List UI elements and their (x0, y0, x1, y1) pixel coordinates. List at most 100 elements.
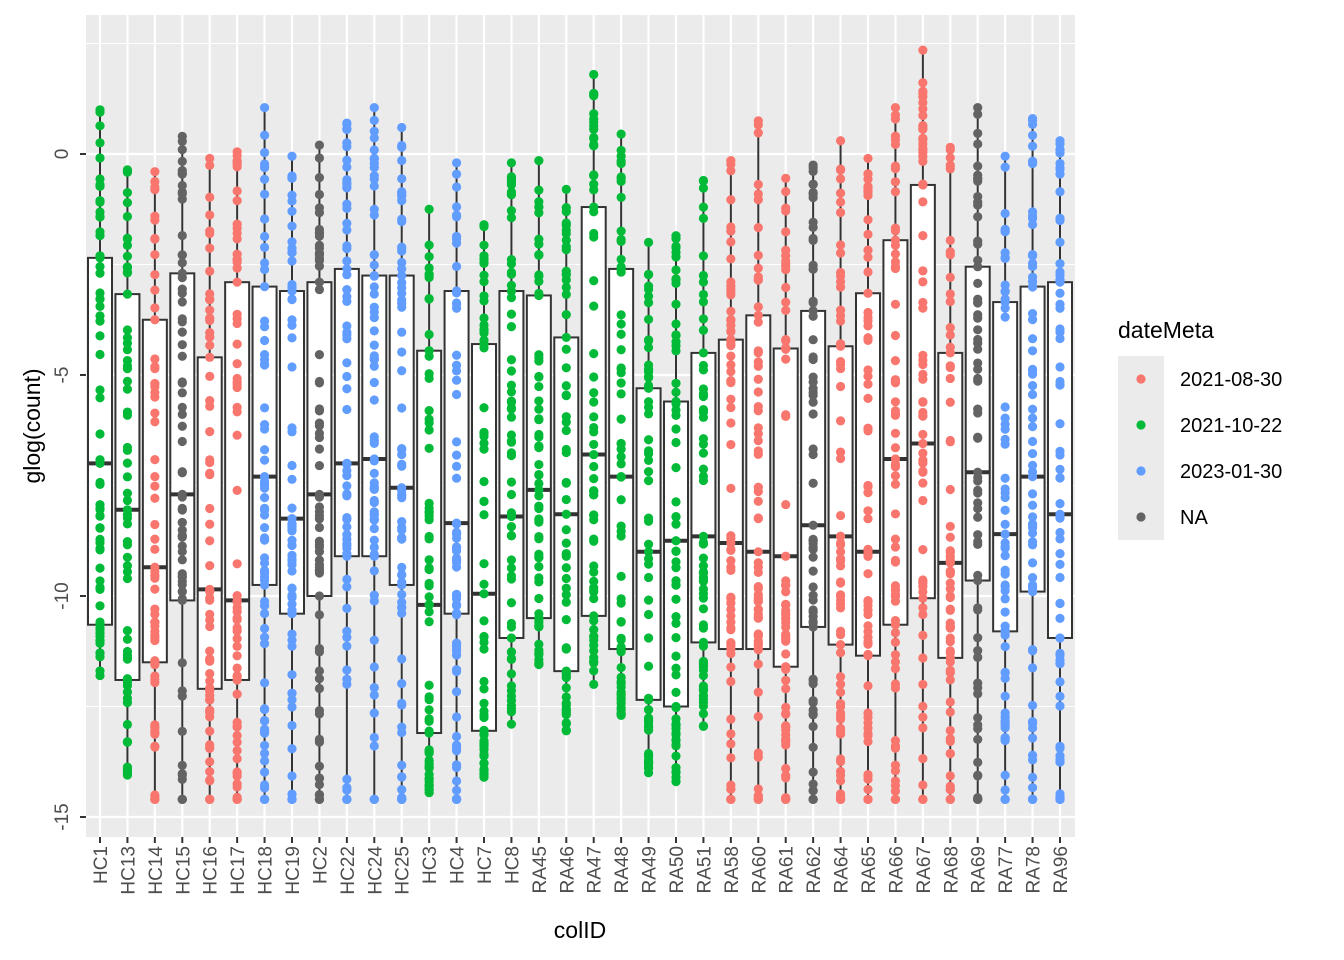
data-point (1027, 794, 1038, 804)
data-point (479, 270, 489, 280)
data-point (369, 708, 379, 718)
data-point (781, 297, 791, 307)
data-point (863, 245, 873, 255)
data-point (589, 534, 599, 544)
data-point (1027, 500, 1038, 510)
data-point (506, 574, 517, 584)
data-point (1027, 460, 1038, 471)
data-point (561, 551, 571, 561)
data-point (287, 583, 297, 593)
data-point (177, 327, 187, 337)
data-point (643, 547, 654, 557)
data-point (1027, 277, 1038, 287)
data-point (589, 576, 599, 586)
data-point (561, 310, 571, 320)
x-tick-label-RA46: RA46 (557, 846, 578, 894)
data-point (369, 115, 379, 125)
data-point (835, 540, 846, 550)
data-point (671, 299, 681, 309)
data-point (95, 625, 105, 635)
x-tick-label-RA49: RA49 (640, 846, 661, 894)
data-point (973, 652, 983, 662)
data-point (177, 658, 187, 668)
x-tick-label-RA65: RA65 (859, 846, 880, 894)
data-point (671, 767, 681, 777)
data-point (945, 373, 955, 384)
data-point (95, 231, 105, 241)
data-point (918, 448, 928, 458)
data-point (890, 585, 901, 596)
data-point (671, 670, 681, 680)
data-point (424, 329, 434, 340)
data-point (835, 729, 846, 739)
data-point (287, 794, 297, 804)
data-point (698, 604, 709, 614)
data-point (616, 364, 626, 374)
x-tick-label-RA96: RA96 (1051, 846, 1072, 894)
data-point (369, 351, 379, 361)
data-point (451, 210, 462, 220)
x-tick-label-RA45: RA45 (530, 846, 551, 894)
data-point (95, 511, 105, 521)
data-point (424, 592, 434, 602)
data-point (259, 601, 270, 611)
data-point (1055, 633, 1065, 643)
data-point (918, 297, 928, 308)
data-point (918, 438, 928, 449)
data-point (232, 615, 242, 625)
data-point (1055, 794, 1065, 804)
data-point (643, 397, 654, 407)
data-point (1055, 158, 1065, 169)
data-point (589, 121, 599, 131)
data-point (643, 467, 654, 477)
data-point (726, 531, 736, 541)
data-point (918, 753, 928, 764)
data-point (863, 605, 873, 615)
data-point (232, 485, 242, 495)
data-point (616, 378, 626, 388)
data-point (1027, 716, 1038, 727)
data-point (835, 794, 846, 804)
data-point (918, 266, 928, 276)
data-point (259, 740, 270, 751)
data-point (726, 237, 736, 247)
data-point (122, 384, 133, 394)
data-point (726, 556, 736, 566)
data-point (616, 329, 626, 339)
data-point (973, 530, 983, 540)
data-point (479, 644, 489, 654)
data-point (726, 483, 736, 493)
data-point (397, 302, 407, 312)
data-point (643, 409, 654, 419)
data-point (1000, 162, 1010, 172)
data-point (835, 679, 846, 689)
data-point (424, 251, 434, 262)
data-point (232, 745, 242, 756)
data-point (122, 510, 133, 520)
data-point (890, 187, 901, 197)
data-point (314, 418, 325, 428)
data-point (616, 319, 626, 329)
data-point (397, 678, 407, 689)
data-point (890, 542, 901, 552)
data-point (506, 695, 517, 706)
data-point (616, 472, 626, 482)
data-point (835, 267, 846, 278)
data-point (1000, 208, 1010, 219)
data-point (150, 417, 160, 427)
data-point (863, 229, 873, 239)
data-point (369, 497, 379, 508)
data-point (424, 680, 434, 690)
data-point (726, 739, 736, 749)
data-point (863, 169, 873, 179)
data-point (589, 301, 599, 311)
data-point (945, 734, 955, 744)
x-tick-label-HC1: HC1 (91, 846, 112, 884)
data-point (95, 138, 105, 148)
data-point (424, 705, 434, 715)
y-axis: 0 -5 -10 -15 (52, 149, 86, 831)
data-point (561, 390, 571, 400)
data-point (369, 181, 379, 191)
data-point (150, 727, 160, 737)
data-point (397, 562, 407, 572)
